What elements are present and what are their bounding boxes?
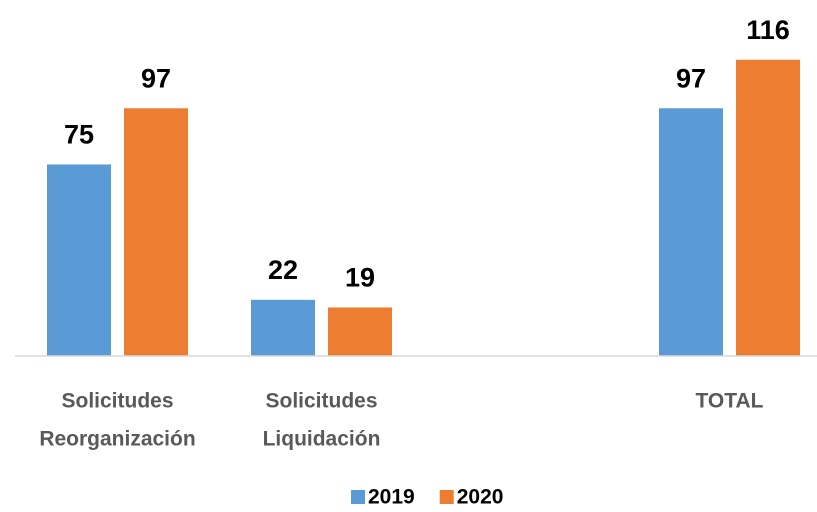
bar — [659, 108, 723, 357]
value-label: 22 — [268, 255, 298, 285]
x-tick-label: Liquidación — [263, 428, 381, 451]
legend-swatch — [439, 490, 454, 504]
legend-swatch — [351, 490, 365, 504]
value-label: 116 — [746, 15, 790, 45]
x-tick-label: Solicitudes — [61, 390, 173, 413]
bar — [736, 59, 800, 356]
bar — [251, 299, 315, 356]
legend-label: 2020 — [457, 486, 504, 509]
x-tick-label: TOTAL — [695, 390, 763, 413]
value-label: 75 — [64, 120, 94, 150]
bar — [124, 108, 188, 357]
value-label: 97 — [141, 63, 171, 93]
value-label: 97 — [676, 63, 706, 93]
x-tick-label: Solicitudes — [265, 390, 377, 413]
value-label: 19 — [345, 263, 375, 293]
x-tick-label: Reorganización — [39, 428, 195, 451]
bar — [328, 307, 392, 356]
bar — [47, 164, 111, 356]
legend-label: 2019 — [368, 486, 415, 509]
